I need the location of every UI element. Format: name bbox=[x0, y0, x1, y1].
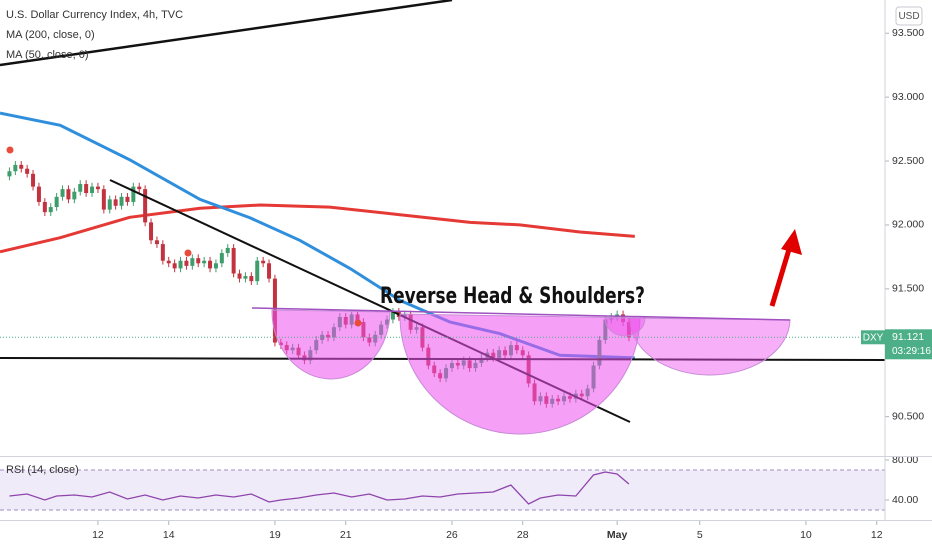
candle-body bbox=[213, 263, 218, 269]
candle-body bbox=[131, 186, 136, 202]
candle-body bbox=[7, 171, 12, 177]
candle-body bbox=[25, 168, 30, 174]
candle-body bbox=[154, 240, 159, 245]
candle-body bbox=[78, 184, 83, 192]
candle-body bbox=[196, 258, 201, 264]
candle-body bbox=[208, 260, 213, 269]
symbol-badge bbox=[861, 330, 885, 345]
candle-body bbox=[166, 260, 171, 264]
left-shoulder bbox=[271, 309, 391, 380]
chart-title: U.S. Dollar Currency Index, 4h, TVC bbox=[6, 9, 183, 21]
currency-badge[interactable] bbox=[895, 6, 923, 26]
axes: 93.500 93.000 92.500 92.000 91.500 90.500 12 14… bbox=[92, 27, 924, 541]
candle-body bbox=[184, 260, 189, 266]
rsi-pane bbox=[0, 469, 885, 511]
candle-body bbox=[66, 189, 71, 200]
x-tick-label: 26 bbox=[446, 529, 458, 541]
countdown: 03:29:16 bbox=[892, 346, 931, 357]
candle-body bbox=[261, 260, 266, 264]
x-tick-label: 19 bbox=[269, 529, 281, 541]
candle-body bbox=[190, 258, 195, 266]
candle-body bbox=[119, 196, 124, 206]
candle-body bbox=[231, 247, 236, 274]
candle-body bbox=[60, 189, 65, 197]
y-tick-label: 40.00 bbox=[892, 494, 918, 506]
candle-body bbox=[31, 173, 36, 187]
y-tick-label: 91.500 bbox=[892, 283, 924, 295]
candle-body bbox=[72, 191, 77, 200]
candle-body bbox=[13, 164, 18, 172]
x-tick-label: 28 bbox=[517, 529, 529, 541]
y-tick-label: 93.000 bbox=[892, 91, 924, 103]
head bbox=[399, 313, 641, 435]
drawings bbox=[0, 0, 885, 435]
currency-label: USD bbox=[898, 11, 919, 22]
candle-body bbox=[390, 311, 395, 320]
arrow-shaft bbox=[769, 245, 793, 307]
rsi-band bbox=[0, 470, 885, 510]
candle-body bbox=[137, 186, 142, 190]
x-tick-label: 12 bbox=[92, 529, 104, 541]
moving-average bbox=[0, 203, 635, 254]
y-tick-label: 90.500 bbox=[892, 410, 924, 422]
arrow-head bbox=[781, 229, 802, 255]
pattern-annotation: Reverse Head & Shoulders? bbox=[380, 284, 645, 309]
candle-body bbox=[84, 184, 89, 193]
candle-body bbox=[143, 189, 148, 223]
candle-body bbox=[90, 186, 95, 193]
right-shoulder bbox=[629, 317, 791, 376]
event-marker bbox=[184, 249, 192, 257]
price-badge bbox=[885, 329, 932, 360]
candle-body bbox=[219, 253, 224, 264]
candle-body bbox=[225, 247, 230, 254]
legend-entry: MA (50, close, 0) bbox=[6, 49, 89, 61]
shoulder-detail bbox=[604, 317, 646, 337]
candle-body bbox=[202, 260, 207, 264]
candle-body bbox=[255, 260, 260, 282]
candle-body bbox=[172, 263, 177, 269]
symbol-label: DXY bbox=[863, 332, 884, 343]
candle-body bbox=[95, 186, 100, 190]
candle-body bbox=[160, 244, 165, 261]
candle-body bbox=[42, 201, 47, 213]
candle-body bbox=[178, 260, 183, 269]
candle-body bbox=[48, 207, 53, 213]
x-tick-label: 21 bbox=[340, 529, 352, 541]
price-label: DXY 91.121 03:29:16 bbox=[0, 329, 932, 360]
x-tick-label: 10 bbox=[800, 529, 812, 541]
pattern-top-line bbox=[251, 307, 791, 321]
x-tick-label: May bbox=[607, 529, 628, 541]
candle-body bbox=[237, 273, 242, 279]
candle-body bbox=[243, 276, 248, 279]
candle-body bbox=[113, 199, 118, 206]
candle-body bbox=[101, 189, 106, 210]
rsi-line bbox=[9, 471, 630, 505]
event-marker bbox=[354, 319, 362, 327]
x-tick-label: 14 bbox=[163, 529, 175, 541]
candle-body bbox=[19, 164, 24, 169]
candle-body bbox=[54, 196, 59, 208]
candle-body bbox=[267, 263, 272, 279]
candle-body bbox=[149, 222, 154, 241]
y-tick-label: 80.00 bbox=[892, 454, 918, 466]
y-tick-label: 92.000 bbox=[892, 219, 924, 231]
price-value: 91.121 bbox=[892, 331, 924, 343]
candle-body bbox=[107, 199, 112, 210]
y-tick-label: 92.500 bbox=[892, 155, 924, 167]
trend-line bbox=[0, 0, 453, 67]
x-tick-label: 12 bbox=[871, 529, 883, 541]
rsi-title: RSI (14, close) bbox=[6, 464, 79, 476]
candle-body bbox=[36, 186, 41, 202]
legend-entry: MA (200, close, 0) bbox=[6, 29, 95, 41]
event-marker bbox=[6, 146, 14, 154]
candle-body bbox=[125, 196, 130, 202]
y-tick-label: 93.500 bbox=[892, 27, 924, 39]
x-tick-label: 5 bbox=[697, 529, 703, 541]
candle-body bbox=[249, 276, 254, 282]
